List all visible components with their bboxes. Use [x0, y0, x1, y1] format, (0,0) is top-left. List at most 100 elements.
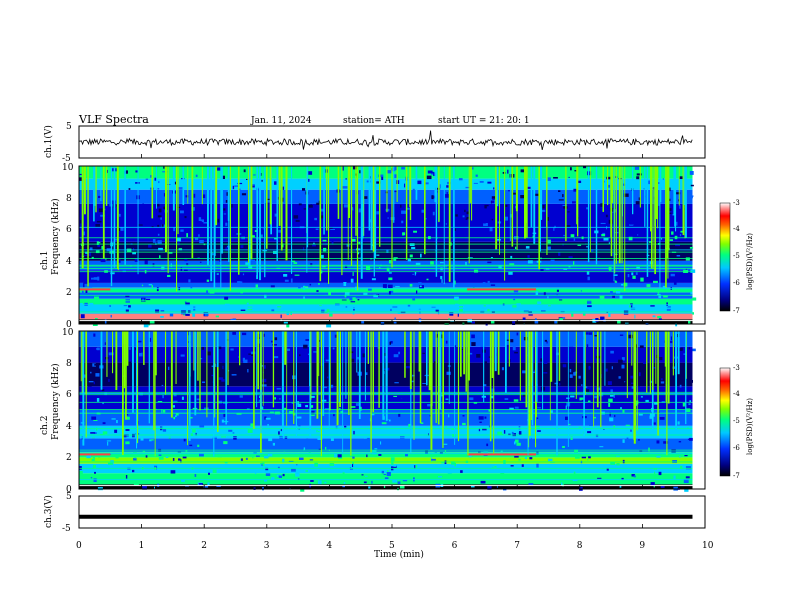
spectrogram-cell: [163, 166, 165, 169]
sferic-streak: [323, 166, 325, 235]
spectrogram-cell: [95, 373, 100, 377]
sferic-streak: [540, 166, 543, 220]
spectrogram-cell: [278, 229, 281, 233]
spectrogram-cell: [175, 413, 179, 416]
spectrogram-cell: [559, 299, 563, 301]
x-axis-label: Time (min): [374, 549, 424, 560]
spectrogram-cell: [574, 449, 578, 454]
spectrogram-cell: [120, 354, 123, 357]
spectrogram-cell: [175, 415, 177, 418]
sferic-streak: [239, 331, 241, 366]
spectrogram-cell: [527, 255, 530, 258]
spectrogram-cell: [562, 482, 564, 487]
spectrogram-cell: [290, 278, 293, 283]
spectrogram-cell: [173, 400, 178, 403]
sferic-streak: [123, 331, 126, 389]
sferic-streak: [509, 166, 511, 241]
spectrogram-cell: [563, 234, 565, 237]
spectrogram-cell: [554, 382, 558, 385]
spectrogram-cell: [330, 437, 334, 441]
spectrogram-cell: [125, 428, 130, 431]
spectrogram-cell: [151, 285, 153, 288]
spectrogram-cell: [168, 289, 171, 292]
spectrogram-cell: [198, 479, 203, 484]
spectrogram-cell: [608, 398, 613, 403]
spectrogram-cell: [222, 360, 225, 363]
sferic-streak: [106, 331, 108, 377]
sferic-streak: [188, 331, 191, 441]
spectrogram-cell: [638, 413, 643, 416]
spectrogram-cell: [230, 405, 233, 408]
spectrogram-cell: [670, 336, 672, 341]
spectrogram-cell: [643, 361, 648, 364]
spectrogram-cell: [574, 170, 578, 172]
spectrogram-cell: [671, 231, 674, 235]
sferic-streak: [337, 166, 340, 219]
spectrogram-cell: [79, 471, 83, 475]
spectrogram-cell: [652, 315, 656, 318]
spectrogram-cell: [519, 431, 522, 435]
spectrogram-cell: [669, 212, 672, 214]
spectrogram-cell: [597, 477, 602, 479]
spectrogram-cell: [105, 375, 107, 378]
spectrogram-cell: [510, 465, 514, 467]
spectrogram-cell: [657, 182, 661, 184]
spectrogram-cell: [270, 285, 275, 288]
ch2-ytick-2: 2: [66, 453, 72, 463]
spectrogram-cell: [536, 417, 539, 419]
spectrogram-cell: [207, 482, 210, 486]
narrowband-line: [79, 264, 693, 266]
spectrogram-cell: [215, 315, 219, 318]
spectrogram-cell: [551, 405, 554, 409]
spectrogram-cell: [658, 318, 662, 320]
spectrogram-cell: [322, 266, 326, 268]
spectrogram-cell: [230, 318, 236, 321]
sferic-streak: [672, 331, 674, 376]
spectrogram-cell: [125, 309, 129, 313]
spectrogram-cell: [611, 366, 613, 370]
spectrogram-cell: [662, 285, 666, 289]
spectrogram-cell: [158, 454, 162, 456]
ch1-cb-tick-5: -5: [733, 252, 740, 260]
spectrogram-cell: [559, 383, 561, 386]
spectrogram-cell: [498, 265, 502, 269]
spectrogram-cell: [126, 414, 129, 416]
sferic-streak: [355, 166, 357, 236]
spectrogram-cell: [638, 439, 640, 441]
spectrogram-cell: [162, 428, 167, 432]
spectrogram-cell: [263, 333, 265, 337]
spectrogram-cell: [125, 441, 130, 445]
sferic-streak: [613, 166, 615, 282]
spectrogram-cell: [474, 269, 479, 273]
spectrogram-cell: [459, 178, 463, 181]
spectrogram-cell: [318, 339, 320, 342]
spectrogram-cell: [661, 238, 663, 240]
spectrogram-cell: [148, 191, 153, 194]
spectrogram-cell: [129, 347, 131, 350]
spectrogram-cell: [684, 488, 689, 492]
spectrogram-cell: [518, 432, 520, 434]
spectrogram-cell: [567, 211, 570, 213]
spectrogram-cell: [392, 479, 397, 483]
sferic-streak: [576, 166, 578, 225]
spectrogram-cell: [432, 211, 435, 216]
spectrogram-cell: [144, 260, 148, 265]
spectrogram-cell: [295, 472, 300, 477]
spectrogram-cell: [90, 477, 93, 479]
spectrogram-cell: [669, 208, 672, 212]
spectrogram-cell: [267, 198, 272, 200]
spectrogram-cell: [613, 176, 618, 178]
sferic-streak: [370, 331, 372, 453]
spectrogram-cell: [491, 466, 497, 468]
spectrogram-cell: [380, 441, 382, 445]
spectrogram-cell: [142, 203, 144, 206]
spectrogram-cell: [619, 485, 622, 488]
ch1-waveform-panel: 5 -5 ch.1(V): [43, 122, 706, 164]
spectrogram-cell: [352, 456, 355, 459]
spectrogram-cell: [318, 431, 320, 433]
spectrogram-cell: [518, 208, 520, 211]
spectrogram-cell: [240, 290, 243, 294]
spectrogram-cell: [608, 266, 612, 271]
spectrogram-cell: [384, 477, 389, 479]
spectrogram-cell: [376, 211, 379, 215]
